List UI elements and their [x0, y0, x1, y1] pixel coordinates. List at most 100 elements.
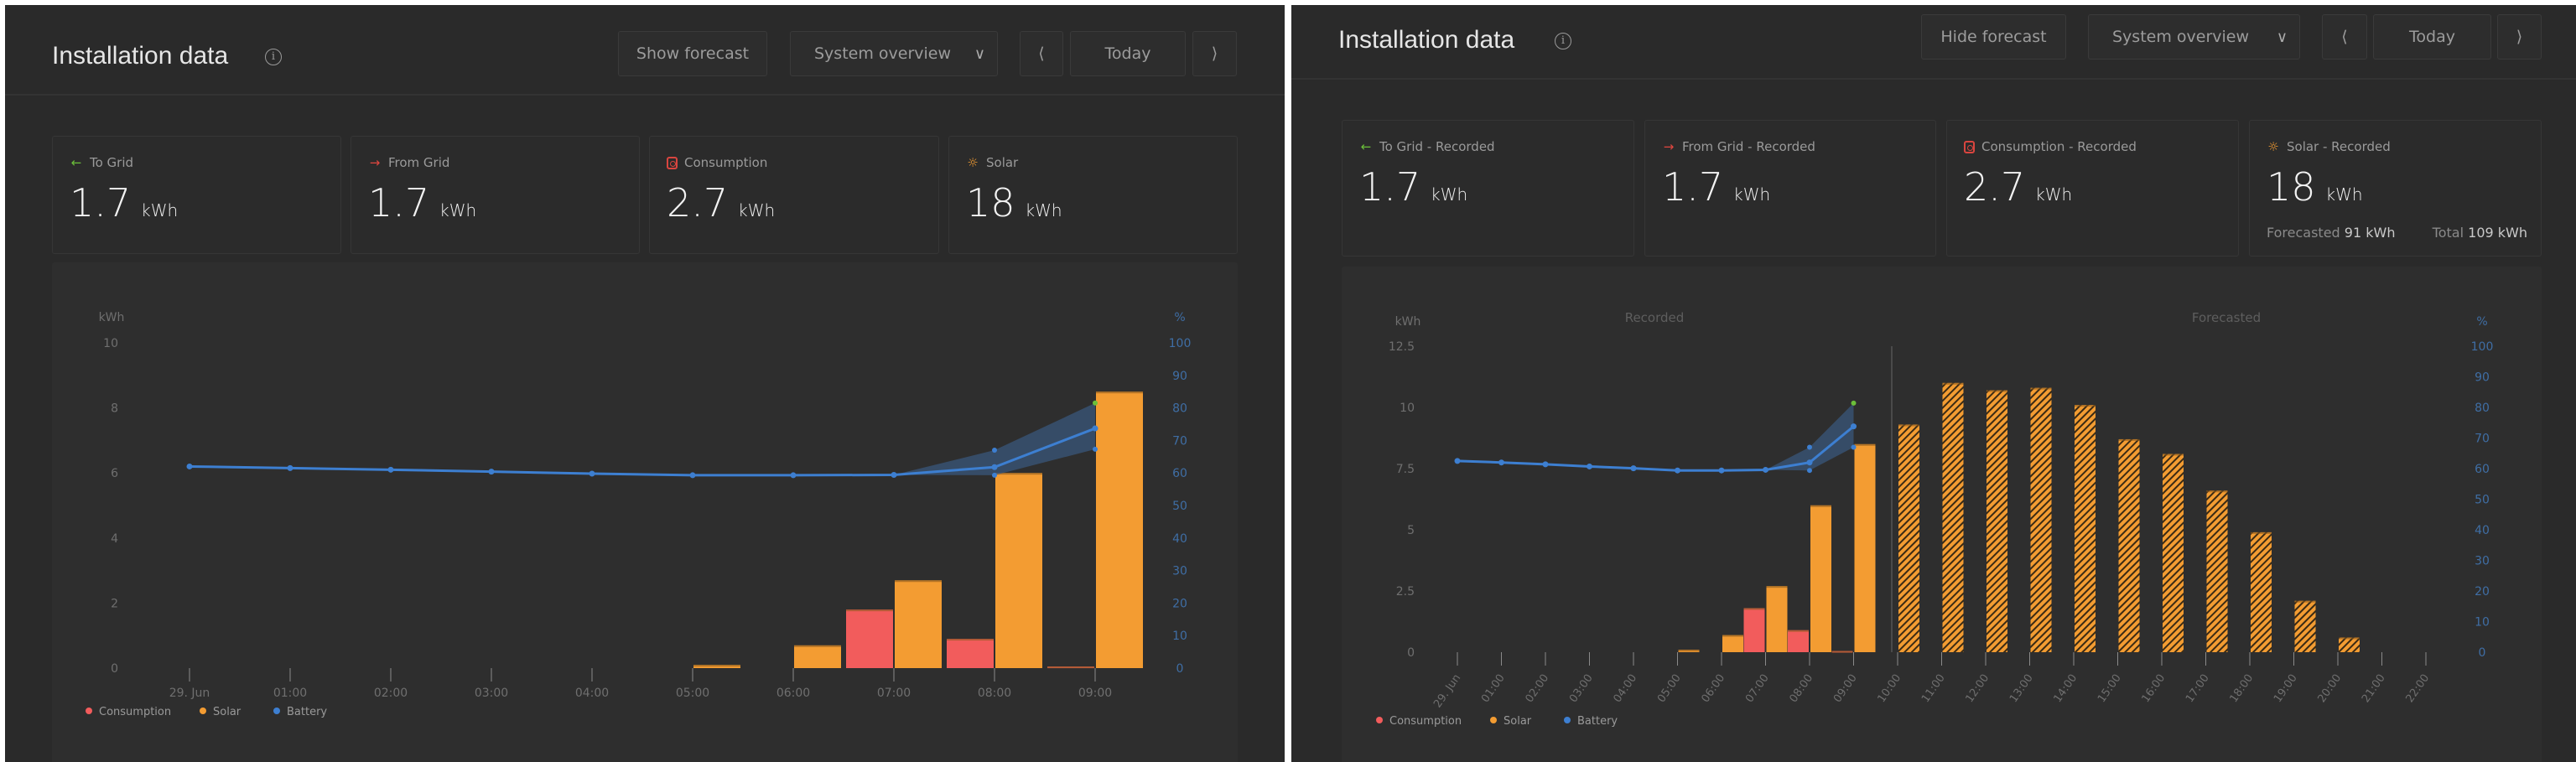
- bar-top-edge: [1722, 635, 1743, 637]
- y2-tick-label: 10: [2475, 616, 2490, 630]
- consumption-bar: [1743, 608, 1765, 652]
- battery-max-point: [1093, 400, 1098, 406]
- today-button[interactable]: Today: [2373, 14, 2491, 60]
- chevron-down-icon: ∨: [974, 44, 985, 63]
- hide-forecast-button[interactable]: Hide forecast: [1921, 14, 2066, 60]
- y2-tick-label: 50: [2475, 494, 2490, 507]
- card-value: 2.7: [667, 180, 729, 225]
- x-tick-label: 02:00: [374, 687, 408, 700]
- card-value: 2.7: [1964, 164, 2026, 210]
- x-tick-label: 14:00: [2051, 672, 2080, 705]
- battery-point: [1675, 467, 1680, 474]
- x-tick-label: 07:00: [877, 687, 911, 700]
- solar-forecast-bar: [2294, 600, 2316, 652]
- x-tick-label: 15:00: [2096, 672, 2124, 705]
- legend-item-solar: Solar: [213, 706, 242, 718]
- view-dropdown[interactable]: System overview ∨: [2088, 14, 2300, 60]
- x-tick-label: 13:00: [2007, 672, 2036, 705]
- info-icon[interactable]: i: [265, 49, 282, 65]
- solar-bar: [1766, 586, 1788, 652]
- y-tick-label: 10: [1400, 402, 1415, 415]
- y-tick-label: 12.5: [1389, 340, 1415, 354]
- header-divider: [5, 94, 1285, 96]
- x-tick-label: 01:00: [273, 687, 307, 700]
- y2-tick-label: 80: [1172, 402, 1187, 416]
- bar-top-edge: [846, 609, 893, 612]
- bar-top-edge: [794, 645, 841, 647]
- bar-top-edge: [693, 665, 740, 667]
- y2-tick-label: 40: [2475, 524, 2490, 537]
- y-axis-label: kWh: [99, 311, 125, 324]
- card-label: From Grid - Recorded: [1682, 139, 1815, 154]
- x-tick-label: 11:00: [1919, 672, 1948, 705]
- prev-day-button[interactable]: ⟨: [1020, 31, 1063, 76]
- chart-container: [1342, 267, 2542, 762]
- battery-point: [287, 464, 293, 471]
- legend-marker: [86, 708, 92, 714]
- battery-point: [1092, 425, 1098, 432]
- y-tick-label: 2.5: [1396, 585, 1415, 599]
- installation-data-panel-left: Installation data i Show forecast System…: [5, 5, 1285, 762]
- card-label: Solar: [986, 155, 1019, 170]
- arrow-right-icon: →: [1663, 139, 1675, 154]
- show-forecast-button[interactable]: Show forecast: [618, 31, 767, 76]
- view-dropdown[interactable]: System overview ∨: [790, 31, 998, 76]
- legend-marker: [1490, 717, 1497, 723]
- battery-point: [991, 464, 998, 470]
- legend-marker: [1564, 717, 1571, 723]
- x-tick-label: 01:00: [1479, 672, 1508, 705]
- card-solar: ☼ Solar - Recorded 18 kWh Forecasted 91 kW…: [2249, 120, 2542, 257]
- card-consumption: Consumption 2.7 kWh: [649, 136, 939, 254]
- card-label: Solar - Recorded: [2287, 139, 2391, 154]
- battery-range-band: [894, 402, 1095, 475]
- y2-tick-label: 60: [1172, 467, 1187, 480]
- legend-marker: [273, 708, 280, 714]
- battery-min-point: [1807, 468, 1812, 474]
- battery-point: [1718, 467, 1725, 474]
- x-tick-label: 21:00: [2360, 672, 2388, 705]
- battery-point: [589, 470, 595, 477]
- consumption-bar: [947, 639, 994, 668]
- bar-top-edge: [1810, 505, 1831, 507]
- y2-axis-label: %: [1174, 311, 1185, 324]
- bar-top-edge: [2075, 405, 2096, 407]
- card-value: 1.7: [70, 180, 132, 225]
- info-icon[interactable]: i: [1555, 33, 1571, 49]
- card-unit: kWh: [1431, 184, 1468, 205]
- card-unit: kWh: [2325, 184, 2363, 205]
- chevron-left-icon: ⟨: [1038, 44, 1045, 63]
- y2-tick-label: 80: [2475, 402, 2490, 415]
- bar-top-edge: [2030, 387, 2052, 390]
- battery-point: [689, 472, 696, 479]
- header-divider: [1291, 78, 2576, 80]
- battery-point: [1806, 459, 1813, 466]
- card-label: To Grid: [90, 155, 134, 170]
- y2-tick-label: 70: [1172, 434, 1187, 448]
- bar-top-edge: [947, 639, 994, 641]
- y2-axis-label: %: [2476, 315, 2487, 329]
- battery-point: [891, 472, 897, 479]
- x-tick-label: 18:00: [2227, 672, 2256, 705]
- next-day-button[interactable]: ⟩: [2497, 14, 2542, 60]
- prev-day-button[interactable]: ⟨: [2322, 14, 2367, 60]
- bar-top-edge: [995, 473, 1042, 475]
- solar-bar: [895, 580, 942, 668]
- today-button[interactable]: Today: [1070, 31, 1186, 76]
- x-tick-label: 29. Jun: [169, 687, 210, 700]
- solar-forecast-bar: [1987, 390, 2007, 652]
- solar-forecast-bar: [2118, 438, 2140, 652]
- card-to-grid: ← To Grid - Recorded 1.7 kWh: [1342, 120, 1634, 257]
- card-to-grid: ← To Grid 1.7 kWh: [52, 136, 341, 254]
- x-tick-label: 10:00: [1875, 672, 1903, 705]
- y-tick-label: 10: [103, 337, 118, 350]
- next-day-button[interactable]: ⟩: [1192, 31, 1237, 76]
- battery-point: [1498, 459, 1504, 466]
- solar-bar: [995, 473, 1042, 668]
- bar-top-edge: [1854, 443, 1876, 446]
- dropdown-value: System overview: [814, 44, 952, 63]
- card-label: From Grid: [388, 155, 450, 170]
- y-axis-label: kWh: [1395, 315, 1421, 329]
- y-tick-label: 8: [111, 402, 118, 416]
- energy-chart-forecast: kWh % 0 2.5 5 7.5 10 12.5 0 10 20 30 40 50 60 70 80 90 100…: [1376, 310, 2493, 728]
